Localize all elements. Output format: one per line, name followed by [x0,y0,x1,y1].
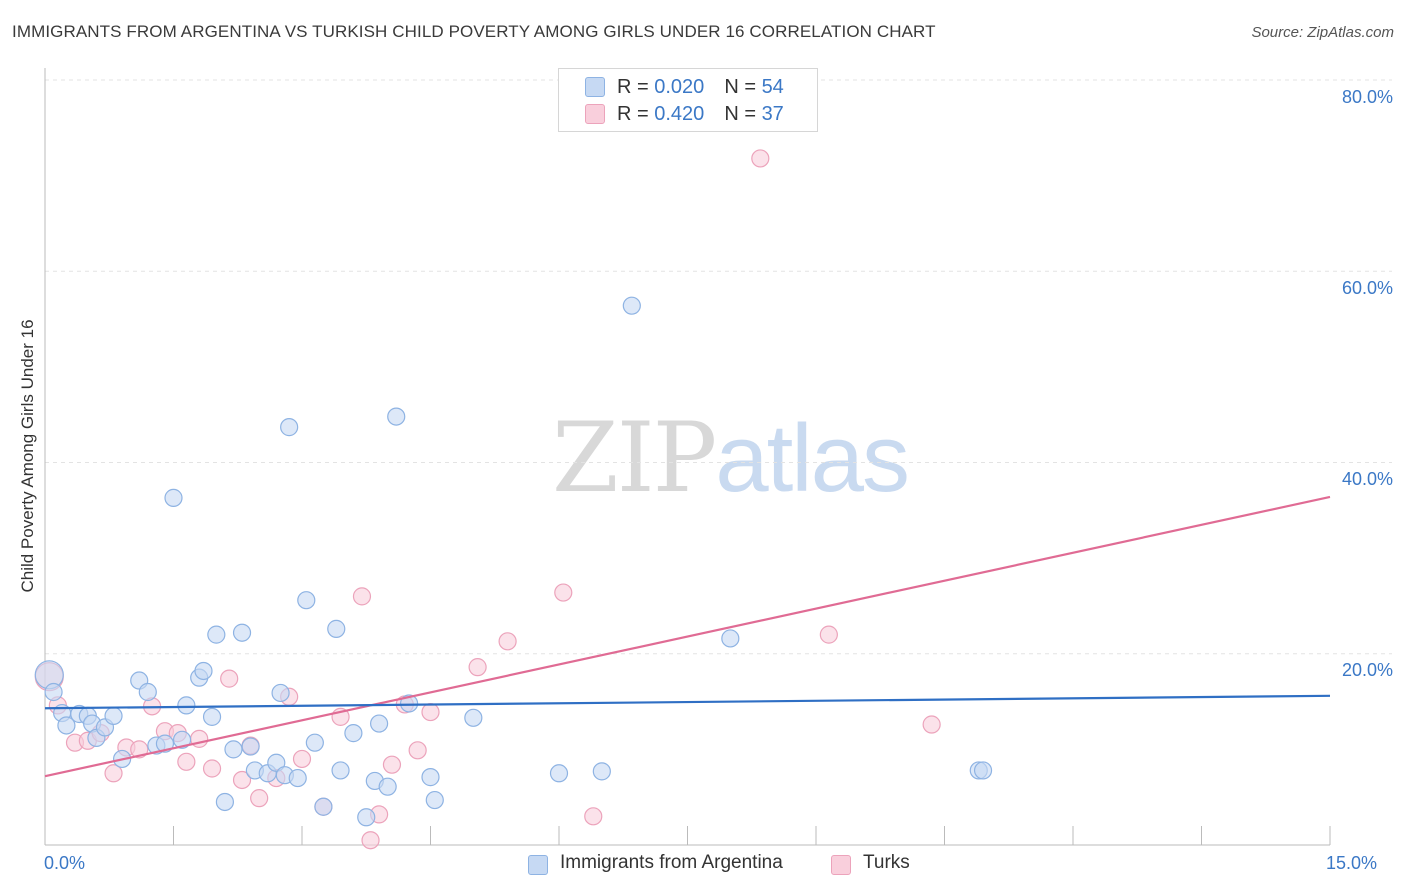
turks-point [382,755,402,774]
argentina-point [592,762,611,781]
argentina-points [34,296,993,827]
turks-point [554,583,573,602]
argentina-point [297,591,316,610]
argentina-point [232,623,252,642]
y-tick-80: 80.0% [1341,87,1393,107]
turks-point [819,625,838,644]
correlation-legend: R = 0.020 N = 54 R = 0.420 N = 37 [558,68,818,132]
turks-point [232,770,252,790]
argentina-point [357,808,376,827]
watermark-zip: ZIP [552,402,717,514]
argentina-point [421,768,440,787]
watermark-atlas: atlas [715,405,910,512]
argentina-point [267,753,286,772]
argentina-point [194,661,213,681]
trend-lines [44,495,1331,778]
argentina-point [305,733,324,752]
argentina-point [721,629,740,648]
argentina-point [425,790,444,810]
legend-swatch-argentina [585,77,605,97]
turks-point [361,831,380,850]
argentina-point [202,707,222,726]
argentina-point [224,740,243,759]
bottom-label-argentina: Immigrants from Argentina [560,852,783,873]
argentina-trend-line [44,694,1331,710]
x-tick-max: 15.0% [1326,853,1378,873]
bottom-label-turks: Turks [863,852,910,873]
turks-point [352,587,372,606]
bottom-swatch-argentina [528,855,548,875]
argentina-point [207,625,226,644]
y-tick-20: 20.0% [1341,660,1393,680]
argentina-point [327,619,346,638]
argentina-point [387,407,406,426]
turks-point [202,759,222,778]
argentina-point [155,734,175,753]
r-value: 0.020 [654,76,705,98]
turks-point [408,741,427,760]
turks-point [220,669,239,688]
turks-point [421,702,440,722]
argentina-point [378,777,397,796]
y-tick-40: 40.0% [1341,469,1393,489]
turks-point [498,632,517,651]
argentina-point [172,730,192,749]
turks-point [922,715,941,734]
r-label: R = [617,76,655,98]
turks-point [751,149,770,168]
axes [44,68,1331,846]
x-tick-min: 0.0% [44,853,86,873]
argentina-point [331,761,350,780]
n-value: 37 [761,103,784,125]
turks-trend-line [44,495,1331,778]
argentina-point [973,761,993,780]
legend-swatch-turks [585,104,605,124]
argentina-point [280,418,299,437]
argentina-point [464,708,483,727]
argentina-point [138,682,157,702]
argentina-point [288,768,307,788]
legend-text-turks: R = 0.420 N = 37 [617,103,784,126]
argentina-point [104,706,123,726]
r-label: R = [617,103,655,125]
argentina-point [215,792,234,812]
bottom-swatch-turks [831,855,851,875]
argentina-point [177,696,196,715]
n-label: N = [724,76,762,98]
argentina-point [57,716,76,735]
argentina-point [344,724,363,743]
grid-lines [45,79,1392,655]
turks-point [468,658,487,677]
argentina-point [622,296,641,315]
turks-point [177,752,196,771]
legend-text-argentina: R = 0.020 N = 54 [617,76,784,99]
argentina-point [370,714,389,733]
turks-point [104,764,123,783]
turks-point [292,749,312,769]
argentina-point [241,737,260,756]
argentina-point [271,683,290,703]
turks-point [250,789,269,808]
source-credit: Source: ZipAtlas.com [1251,24,1394,41]
n-label: N = [724,103,762,125]
argentina-point [399,694,419,713]
argentina-point [44,682,63,702]
turks-point [584,807,603,826]
n-value: 54 [761,76,784,98]
argentina-point [164,488,183,507]
argentina-point [314,797,333,816]
y-axis-label: Child Poverty Among Girls Under 16 [18,319,37,593]
watermark: ZIPatlas [552,402,910,514]
chart-title: IMMIGRANTS FROM ARGENTINA VS TURKISH CHI… [12,22,936,41]
y-tick-60: 60.0% [1341,278,1393,298]
r-value: 0.420 [654,103,705,125]
argentina-point [549,764,569,783]
